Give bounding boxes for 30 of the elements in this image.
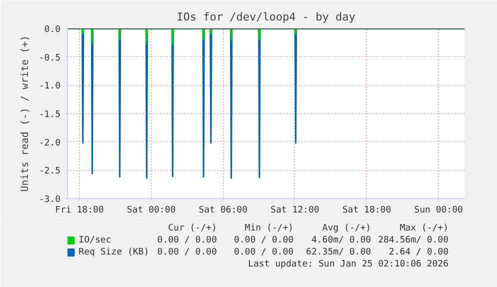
text: 62.35m/ 0.00 xyxy=(306,248,372,258)
text: 2.64 / 0.00 xyxy=(388,248,449,258)
x-tick-label: Sat 06:00 xyxy=(198,206,248,216)
y-tick-label: -2.5 xyxy=(38,166,61,177)
legend-label: IO/sec xyxy=(78,236,112,246)
text: 0.00 / 0.00 xyxy=(234,236,294,246)
y-axis-title: Units read (-) / write (+) xyxy=(20,35,31,192)
x-tick-label: Sun 00:00 xyxy=(414,206,463,216)
x-tick-label: Sat 18:00 xyxy=(342,206,392,216)
text: 0.00 / 0.00 xyxy=(157,248,217,258)
y-tick-label: -1.5 xyxy=(38,110,61,120)
text: Last update: Sun Jan 25 02:10:06 2026 xyxy=(248,260,449,270)
text: Max (-/+) xyxy=(400,224,449,234)
text: 284.56m/ 0.00 xyxy=(378,236,449,246)
y-tick-label: -1.0 xyxy=(38,82,61,92)
y-tick-label: -0.5 xyxy=(38,53,61,64)
legend-label: Req Size (KB) xyxy=(78,248,150,258)
text: 0.00 / 0.00 xyxy=(157,236,217,246)
x-tick-label: Sat 00:00 xyxy=(126,206,176,216)
text: Min (-/+) xyxy=(244,224,294,234)
y-tick-label: -3.0 xyxy=(38,195,61,205)
chart-title: IOs for /dev/loop4 - by day xyxy=(176,10,356,24)
x-tick-label: Fri 18:00 xyxy=(55,206,104,216)
y-tick-label: 0.0 xyxy=(44,25,61,35)
x-tick-label: Sat 12:00 xyxy=(270,206,320,216)
y-tick-label: -2.0 xyxy=(38,138,61,148)
text: 4.60m/ 0.00 xyxy=(311,236,372,246)
text: Avg (-/+) xyxy=(322,224,372,234)
text: 0.00 / 0.00 xyxy=(234,248,294,258)
text: Cur (-/+) xyxy=(168,224,217,234)
